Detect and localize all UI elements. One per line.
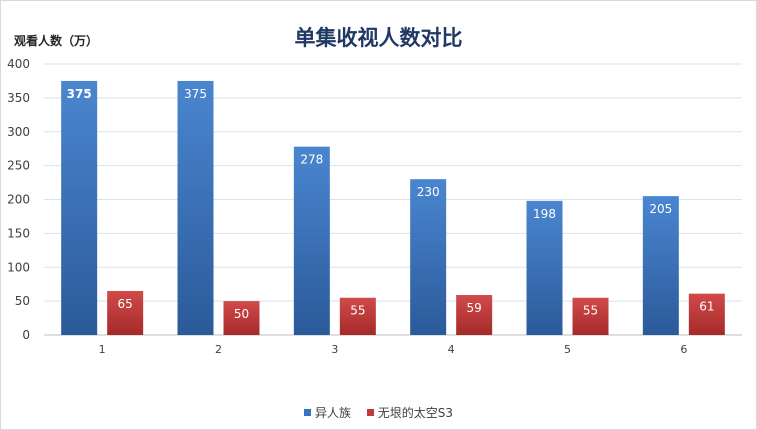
y-tick-label: 100 bbox=[7, 260, 30, 274]
bar bbox=[572, 297, 609, 335]
bar bbox=[107, 290, 144, 335]
bar bbox=[293, 146, 330, 335]
bar bbox=[688, 293, 725, 335]
data-label: 205 bbox=[649, 202, 672, 216]
legend-item-series-2[interactable]: 无垠的太空S3 bbox=[366, 404, 454, 421]
x-tick-label: 3 bbox=[331, 343, 338, 356]
legend-swatch-red bbox=[366, 409, 374, 416]
y-tick-label: 200 bbox=[7, 193, 30, 207]
bar bbox=[223, 301, 260, 335]
data-label: 61 bbox=[699, 300, 714, 314]
x-tick-label: 5 bbox=[564, 343, 571, 356]
chart-legend: 异人族 无垠的太空S3 bbox=[0, 404, 757, 421]
data-label: 375 bbox=[184, 87, 207, 101]
y-tick-label: 250 bbox=[7, 159, 30, 173]
x-tick-label: 6 bbox=[680, 343, 687, 356]
chart-title: 单集收视人数对比 bbox=[294, 26, 463, 50]
data-label: 198 bbox=[533, 207, 556, 221]
y-tick-label: 400 bbox=[7, 57, 30, 71]
y-tick-label: 50 bbox=[15, 294, 30, 308]
legend-label: 无垠的太空S3 bbox=[377, 406, 454, 420]
y-tick-label: 300 bbox=[7, 125, 30, 139]
legend-item-series-1[interactable]: 异人族 bbox=[303, 404, 351, 421]
data-label: 55 bbox=[350, 304, 365, 318]
bar bbox=[177, 80, 214, 335]
x-tick-label: 1 bbox=[99, 343, 106, 356]
y-tick-label: 0 bbox=[22, 328, 30, 342]
x-tick-label: 4 bbox=[448, 343, 455, 356]
bar bbox=[61, 80, 98, 335]
data-label: 230 bbox=[417, 185, 440, 199]
legend-label: 异人族 bbox=[314, 406, 351, 420]
x-tick-label: 2 bbox=[215, 343, 222, 356]
data-label: 278 bbox=[300, 153, 323, 167]
y-axis-label: 观看人数（万） bbox=[14, 34, 99, 48]
bar bbox=[456, 295, 493, 335]
bar bbox=[339, 297, 376, 335]
data-label: 59 bbox=[467, 301, 482, 315]
bar bbox=[410, 179, 447, 335]
bar bbox=[526, 200, 563, 335]
data-label: 65 bbox=[118, 297, 133, 311]
data-label: 375 bbox=[67, 87, 92, 101]
data-label: 55 bbox=[583, 304, 598, 318]
bar bbox=[642, 196, 679, 335]
y-tick-label: 350 bbox=[7, 91, 30, 105]
y-tick-label: 150 bbox=[7, 226, 30, 240]
legend-swatch-blue bbox=[303, 409, 311, 416]
data-label: 50 bbox=[234, 307, 249, 321]
